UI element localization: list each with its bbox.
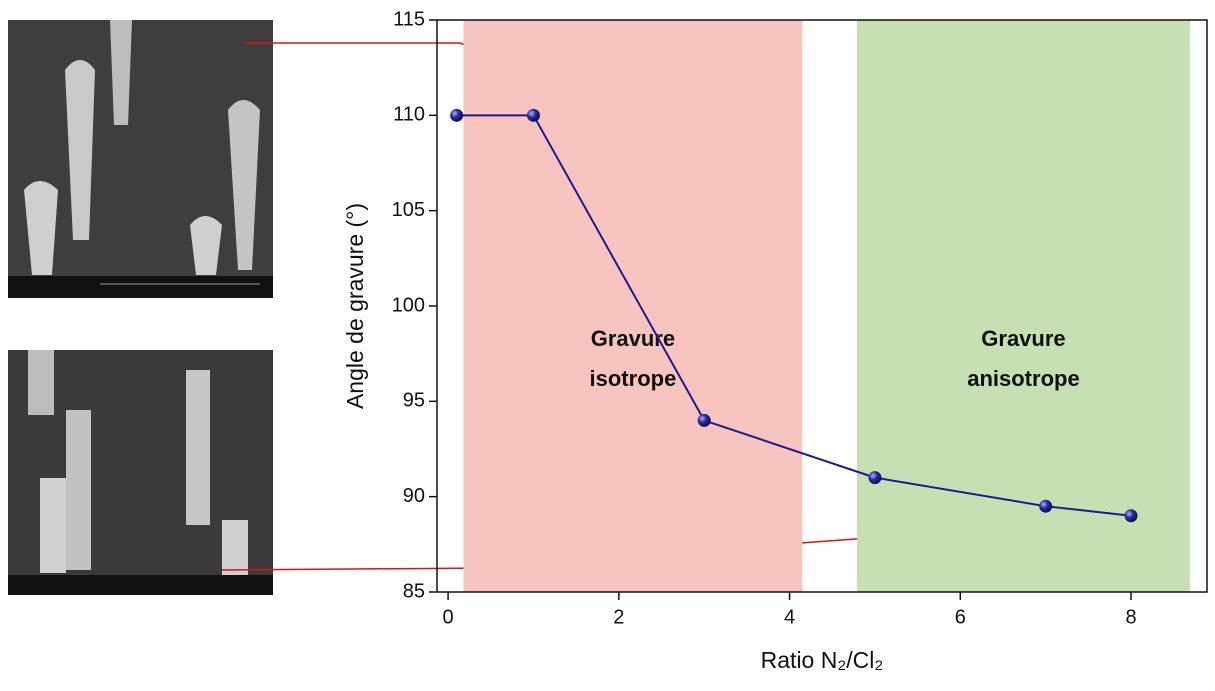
sem-image-top — [8, 20, 273, 298]
y-tick-label: 105 — [392, 199, 425, 221]
y-tick-label: 115 — [393, 8, 425, 30]
data-point — [697, 413, 711, 427]
x-tick-label: 4 — [784, 606, 795, 628]
y-tick-label: 85 — [403, 580, 425, 602]
sem-image-bottom — [8, 350, 273, 595]
region — [463, 20, 803, 592]
data-point — [526, 108, 540, 122]
x-tick-label: 2 — [613, 606, 624, 628]
y-tick-label: 110 — [393, 104, 425, 126]
plot: Gravure isotrope Gravure anisotrope 0 2 4 6 8 85 9… — [392, 8, 1208, 628]
x-axis-label: Ratio N₂/Cl₂ — [761, 647, 884, 673]
data-point — [868, 471, 882, 485]
data-point — [450, 108, 464, 122]
series-line — [456, 114, 1132, 517]
x-tick-label: 8 — [1125, 606, 1136, 628]
data-point — [1039, 499, 1053, 513]
x-tick-label: 0 — [443, 606, 454, 628]
y-tick-label: 95 — [403, 390, 425, 412]
region-label: Gravure — [591, 326, 675, 351]
region-label: isotrope — [590, 366, 677, 391]
region — [857, 20, 1190, 592]
y-tick-label: 100 — [392, 294, 425, 316]
region-label: anisotrope — [967, 366, 1079, 391]
region-label: Gravure — [981, 326, 1065, 351]
y-tick-label: 90 — [403, 485, 425, 507]
data-point — [1124, 509, 1138, 523]
x-tick-label: 6 — [955, 606, 966, 628]
y-axis-label: Angle de gravure (°) — [342, 203, 368, 409]
